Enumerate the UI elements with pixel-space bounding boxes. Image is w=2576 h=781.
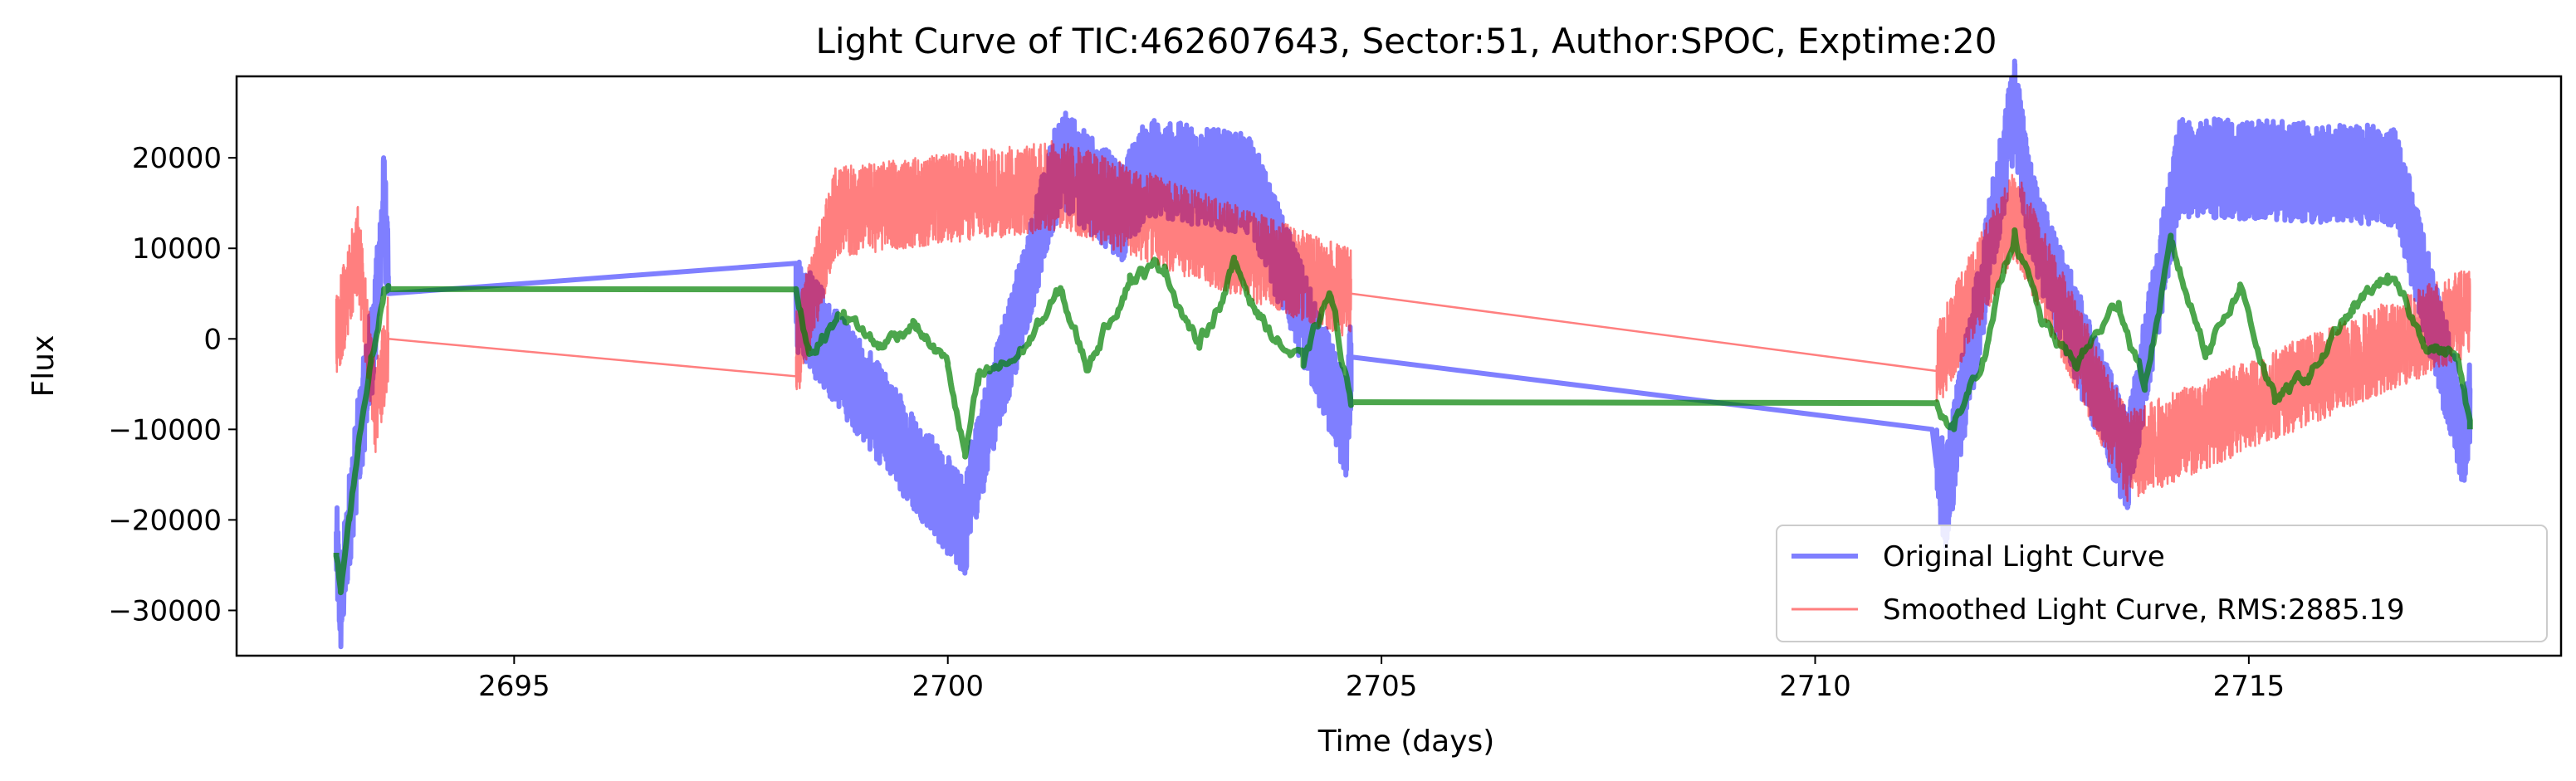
x-tick-label: 2715 bbox=[2213, 670, 2285, 703]
x-tick-label: 2695 bbox=[478, 670, 550, 703]
y-tick-label: −30000 bbox=[108, 594, 222, 627]
series-line-original bbox=[334, 58, 2473, 650]
series-line-trend bbox=[333, 227, 2473, 596]
x-tick-label: 2705 bbox=[1346, 670, 1418, 703]
legend-box bbox=[1776, 525, 2548, 642]
legend-label-original: Original Light Curve bbox=[1883, 540, 2165, 574]
legend: Original Light Curve Smoothed Light Curv… bbox=[1776, 525, 2548, 642]
series-line-smoothed bbox=[335, 139, 2471, 502]
y-tick-label: −10000 bbox=[108, 413, 222, 447]
chart-title: Light Curve of TIC:462607643, Sector:51,… bbox=[816, 21, 1997, 61]
x-tick-label: 2700 bbox=[912, 670, 984, 703]
y-axis-label: Flux bbox=[27, 335, 61, 398]
axis-ticks: 2695 2700 2705 2710 2715 −30000 −20000 −10000 0 1… bbox=[108, 142, 2285, 703]
x-axis-label: Time (days) bbox=[1317, 725, 1495, 759]
axes-frame bbox=[235, 75, 2563, 657]
y-tick-label: 10000 bbox=[132, 232, 222, 266]
y-tick-label: 0 bbox=[203, 323, 222, 356]
y-tick-label: 20000 bbox=[132, 142, 222, 175]
x-tick-label: 2710 bbox=[1779, 670, 1851, 703]
legend-label-smoothed: Smoothed Light Curve, RMS:2885.19 bbox=[1883, 593, 2405, 627]
y-tick-label: −20000 bbox=[108, 504, 222, 537]
plot-area bbox=[333, 58, 2473, 650]
